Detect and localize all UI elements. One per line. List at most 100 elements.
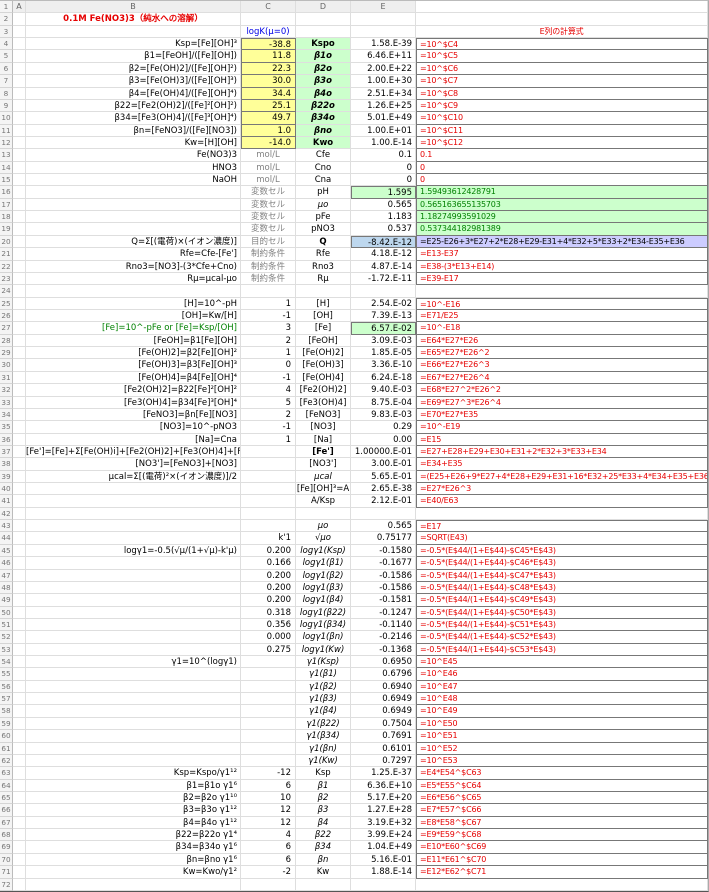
cell-D69[interactable]: β34 xyxy=(296,841,351,854)
cell-A68[interactable] xyxy=(13,829,26,842)
cell-B38[interactable]: [NO3']=[FeNO3]+[NO3] xyxy=(26,458,241,471)
cell-A67[interactable] xyxy=(13,816,26,830)
cell-D59[interactable]: γ1(β22) xyxy=(296,717,351,731)
cell-F16[interactable]: 1.59493612428791 xyxy=(416,186,708,199)
cell-A46[interactable] xyxy=(13,557,26,570)
row-header-57[interactable]: 57 xyxy=(0,693,13,706)
cell-D21[interactable]: Rfe xyxy=(296,248,351,261)
cell-F27[interactable]: =10^-E18 xyxy=(416,322,708,335)
cell-B42[interactable] xyxy=(26,507,241,521)
cell-A31[interactable] xyxy=(13,371,26,385)
cell-D55[interactable]: γ1(β1) xyxy=(296,668,351,681)
cell-D61[interactable]: γ1(βn) xyxy=(296,742,351,755)
cell-C26[interactable]: -1 xyxy=(241,309,296,323)
cell-E39[interactable]: 5.65.E-01 xyxy=(351,470,416,484)
cell-D28[interactable]: [FeOH] xyxy=(296,334,351,348)
cell-B41[interactable] xyxy=(26,495,241,508)
cell-C58[interactable] xyxy=(241,705,296,718)
cell-B16[interactable] xyxy=(26,186,241,199)
cell-A53[interactable] xyxy=(13,643,26,657)
cell-F14[interactable]: 0 xyxy=(416,161,708,175)
cell-E33[interactable]: 8.75.E-04 xyxy=(351,396,416,409)
cell-A27[interactable] xyxy=(13,322,26,335)
cell-C30[interactable]: 0 xyxy=(241,359,296,372)
cell-F5[interactable]: =10^$C5 xyxy=(416,50,708,63)
cell-B72[interactable] xyxy=(26,878,241,891)
cell-B58[interactable] xyxy=(26,705,241,718)
cell-E67[interactable]: 3.19.E+32 xyxy=(351,816,416,830)
cell-C13[interactable]: mol/L xyxy=(241,149,296,162)
cell-C63[interactable]: -12 xyxy=(241,767,296,780)
cell-E64[interactable]: 6.36.E+10 xyxy=(351,779,416,792)
row-header-12[interactable]: 12 xyxy=(0,136,13,150)
row-header-54[interactable]: 54 xyxy=(0,656,13,669)
row-header-63[interactable]: 63 xyxy=(0,767,13,780)
cell-A65[interactable] xyxy=(13,792,26,805)
row-header-37[interactable]: 37 xyxy=(0,445,13,459)
cell-C38[interactable] xyxy=(241,458,296,471)
cell-A9[interactable] xyxy=(13,99,26,113)
cell-B45[interactable]: logγ1=-0.5(√μ/(1+√μ)-k'μ) xyxy=(26,544,241,558)
cell-B39[interactable]: μcal=Σ[(電荷)²×(イオン濃度)]/2 xyxy=(26,470,241,484)
cell-C61[interactable] xyxy=(241,742,296,755)
cell-A61[interactable] xyxy=(13,742,26,755)
cell-E14[interactable]: 0 xyxy=(351,161,416,175)
cell-D54[interactable]: γ1(Ksp) xyxy=(296,656,351,669)
cell-A2[interactable] xyxy=(13,13,26,26)
cell-F71[interactable]: =E12*E62^$C71 xyxy=(416,866,708,879)
row-header-39[interactable]: 39 xyxy=(0,470,13,484)
cell-B7[interactable]: β3=[Fe(OH)3]/([Fe][OH]³) xyxy=(26,75,241,88)
row-header-20[interactable]: 20 xyxy=(0,235,13,249)
cell-D46[interactable]: logγ1(β1) xyxy=(296,557,351,570)
cell-A33[interactable] xyxy=(13,396,26,409)
cell-B8[interactable]: β4=[Fe(OH)4]/([Fe][OH]⁴) xyxy=(26,87,241,100)
cell-A35[interactable] xyxy=(13,421,26,434)
cell-D1[interactable]: D xyxy=(296,1,351,14)
row-header-21[interactable]: 21 xyxy=(0,248,13,261)
cell-C16[interactable]: 変数セル xyxy=(241,186,296,199)
cell-C32[interactable]: 4 xyxy=(241,384,296,397)
cell-B19[interactable] xyxy=(26,223,241,236)
cell-F60[interactable]: =10^E51 xyxy=(416,730,708,743)
cell-B55[interactable] xyxy=(26,668,241,681)
cell-B27[interactable]: [Fe]=10^-pFe or [Fe]=Ksp/[OH] xyxy=(26,322,241,335)
row-header-28[interactable]: 28 xyxy=(0,334,13,348)
cell-F4[interactable]: =10^$C4 xyxy=(416,38,708,51)
cell-A52[interactable] xyxy=(13,631,26,644)
cell-B54[interactable]: γ1=10^(logγ1) xyxy=(26,656,241,669)
cell-F18[interactable]: 1.18274993591029 xyxy=(416,211,708,224)
row-header-24[interactable]: 24 xyxy=(0,285,13,298)
cell-C10[interactable]: 49.7 xyxy=(241,112,296,125)
cell-B43[interactable] xyxy=(26,520,241,533)
row-header-10[interactable]: 10 xyxy=(0,112,13,125)
cell-B61[interactable] xyxy=(26,742,241,755)
cell-D17[interactable]: μo xyxy=(296,198,351,212)
row-header-65[interactable]: 65 xyxy=(0,792,13,805)
cell-A59[interactable] xyxy=(13,717,26,731)
cell-F58[interactable]: =10^E49 xyxy=(416,705,708,718)
cell-E23[interactable]: -1.72.E-11 xyxy=(351,272,416,286)
cell-B70[interactable]: βn=βno γ1⁶ xyxy=(26,853,241,867)
cell-C15[interactable]: mol/L xyxy=(241,174,296,187)
cell-C3[interactable]: logK(μ=0) xyxy=(241,25,296,39)
cell-D24[interactable] xyxy=(296,285,351,298)
cell-A36[interactable] xyxy=(13,433,26,446)
row-header-52[interactable]: 52 xyxy=(0,631,13,644)
cell-B18[interactable] xyxy=(26,211,241,224)
cell-A57[interactable] xyxy=(13,693,26,706)
cell-A19[interactable] xyxy=(13,223,26,236)
cell-F33[interactable]: =E69*E27^3*E26^4 xyxy=(416,396,708,409)
cell-F54[interactable]: =10^E45 xyxy=(416,656,708,669)
cell-C2[interactable] xyxy=(241,13,296,26)
cell-D3[interactable] xyxy=(296,25,351,39)
cell-A55[interactable] xyxy=(13,668,26,681)
cell-F40[interactable]: =E27*E26^3 xyxy=(416,483,708,496)
row-header-34[interactable]: 34 xyxy=(0,408,13,422)
cell-C9[interactable]: 25.1 xyxy=(241,99,296,113)
cell-D34[interactable]: [FeNO3] xyxy=(296,408,351,422)
cell-B67[interactable]: β4=β4o γ1¹² xyxy=(26,816,241,830)
cell-F49[interactable]: =-0.5*(E$44/(1+E$44)-$C49*E$43) xyxy=(416,594,708,607)
cell-F53[interactable]: =-0.5*(E$44/(1+E$44)-$C53*E$43) xyxy=(416,643,708,657)
cell-C62[interactable] xyxy=(241,754,296,768)
cell-F57[interactable]: =10^E48 xyxy=(416,693,708,706)
